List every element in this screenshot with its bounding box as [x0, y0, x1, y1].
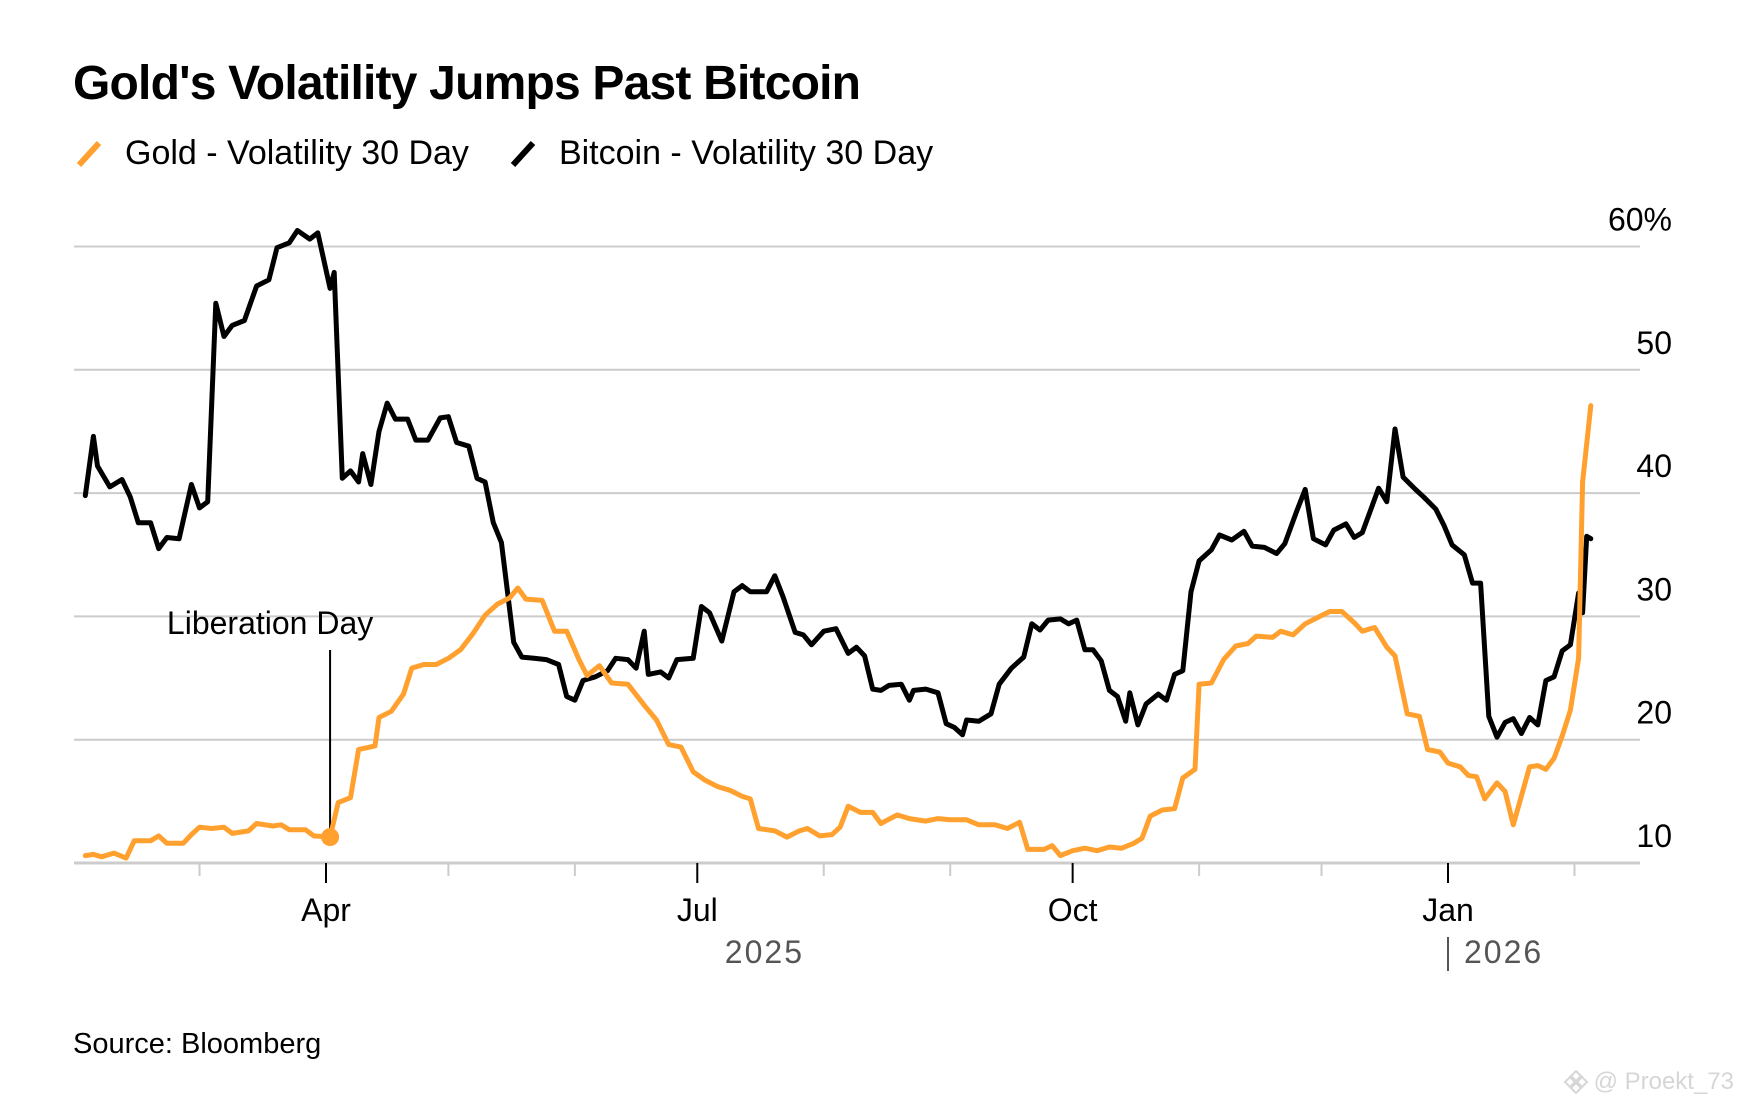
orange-line-icon: [76, 140, 102, 167]
gridlines: [74, 245, 1640, 865]
legend-item-gold: Gold - Volatility 30 Day: [73, 134, 469, 173]
y-tick-label: 20: [1636, 695, 1672, 731]
annotation-label: Liberation Day: [167, 605, 373, 641]
y-axis: 10 20 30 40 50 60%: [1608, 202, 1672, 855]
y-tick-label: 40: [1636, 448, 1672, 484]
legend: Gold - Volatility 30 Day Bitcoin - Volat…: [73, 134, 971, 173]
legend-item-bitcoin: Bitcoin - Volatility 30 Day: [507, 134, 933, 173]
black-line-icon: [510, 140, 536, 167]
legend-label-gold: Gold - Volatility 30 Day: [125, 134, 469, 172]
x-tick-label: Oct: [1048, 892, 1098, 928]
y-tick-label: 10: [1636, 818, 1672, 854]
binance-logo-icon: [1563, 1069, 1588, 1095]
gold-volatility-line-end: [1543, 403, 1594, 772]
x-tick-label: Jul: [677, 892, 718, 928]
source-note: Source: Bloomberg: [73, 1028, 322, 1060]
y-tick-label: 50: [1636, 325, 1672, 361]
legend-label-bitcoin: Bitcoin - Volatility 30 Day: [558, 134, 934, 172]
series-group: [82, 228, 1594, 861]
x-tick-label: Apr: [301, 892, 351, 928]
annotations: Liberation Day: [167, 605, 373, 838]
y-tick-label: 30: [1636, 571, 1672, 607]
chart-title: Gold's Volatility Jumps Past Bitcoin: [73, 57, 861, 110]
watermark: @ Proekt_73: [1562, 1068, 1734, 1096]
x-axis: Apr Jul Oct Jan 2025 2026: [198, 863, 1576, 971]
y-tick-label: 60%: [1608, 202, 1672, 238]
watermark-text: @ Proekt_73: [1593, 1068, 1734, 1095]
annotation-marker: [321, 828, 340, 847]
year-label: 2025: [725, 934, 804, 970]
x-tick-label: Jan: [1422, 892, 1474, 928]
year-label: 2026: [1464, 934, 1543, 970]
bitcoin-volatility-line: [82, 228, 1594, 740]
